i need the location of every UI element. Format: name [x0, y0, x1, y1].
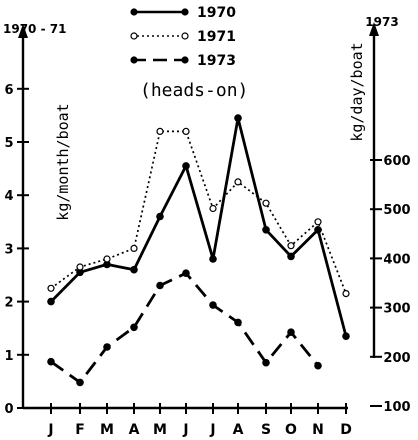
- point-1970-7: [234, 114, 242, 122]
- right-axis: 100 200 300 400 500 600: [369, 22, 411, 415]
- right-axis-label: kg/day/boat: [348, 42, 366, 141]
- right-axis-header: 1973: [365, 15, 398, 29]
- series-1970: [47, 114, 350, 341]
- left-tick-label-1: 1: [4, 349, 13, 364]
- point-1970-2: [103, 260, 111, 269]
- point-1970-0: [47, 297, 55, 306]
- legend-item-1973: 1973: [130, 53, 236, 69]
- point-1971-2: [103, 255, 111, 263]
- x-tick-label-8: S: [261, 422, 271, 438]
- point-1973-8: [262, 358, 270, 367]
- left-tick-label-4: 4: [4, 189, 13, 204]
- point-1971-6: [209, 204, 217, 213]
- right-tick-label-100: 100: [383, 400, 410, 415]
- point-1973-3: [130, 323, 138, 332]
- x-tick-label-5: J: [182, 422, 188, 438]
- point-1970-3: [130, 265, 138, 274]
- point-1970-1: [76, 268, 84, 277]
- legend-item-1971: 1971: [130, 29, 236, 45]
- point-1971-4: [156, 127, 164, 135]
- left-tick-label-6: 6: [4, 83, 13, 98]
- legend-label-1973: 1973: [197, 53, 236, 69]
- legend-label-1971: 1971: [197, 29, 236, 45]
- left-tick-label-5: 5: [4, 136, 13, 151]
- right-tick-label-400: 400: [383, 252, 410, 267]
- series-1973: [47, 269, 322, 387]
- point-1973-7: [234, 318, 242, 327]
- point-1971-8: [262, 199, 270, 207]
- right-tick-label-300: 300: [383, 302, 410, 317]
- point-1970-4: [156, 212, 164, 221]
- x-tick-label-4: M: [153, 422, 167, 438]
- left-axis: 0 1 2 3 4 5 6: [4, 24, 29, 417]
- point-1973-0: [47, 357, 55, 366]
- x-tick-label-7: A: [233, 422, 244, 438]
- point-1971-10: [314, 218, 322, 226]
- point-1973-6: [209, 301, 217, 309]
- x-tick-label-11: D: [340, 422, 352, 438]
- legend-label-1970: 1970: [197, 5, 236, 21]
- point-1970-10: [314, 226, 322, 234]
- point-1971-3: [130, 244, 138, 252]
- series-line-1970: [50, 116, 348, 337]
- point-1970-5: [182, 162, 190, 170]
- point-1973-4: [156, 281, 164, 290]
- point-1971-9: [287, 242, 295, 250]
- point-1971-7: [234, 178, 242, 186]
- chart-title: (heads-on): [140, 80, 248, 101]
- left-tick-label-2: 2: [4, 296, 13, 311]
- x-tick-label-0: J: [47, 422, 53, 438]
- plot-area: [47, 114, 350, 387]
- x-tick-label-3: A: [129, 422, 140, 438]
- left-tick-label-0: 0: [4, 402, 13, 417]
- point-1973-2: [103, 343, 111, 351]
- series-line-1973: [50, 271, 320, 384]
- point-1973-5: [182, 269, 190, 278]
- point-1970-8: [262, 226, 270, 234]
- x-tick-label-10: N: [312, 422, 324, 438]
- legend-item-1970: 1970: [130, 5, 236, 21]
- legend: 1970 1971 1973: [130, 5, 236, 69]
- right-tick-label-500: 500: [383, 203, 410, 218]
- point-1970-11: [342, 332, 350, 341]
- series-1971: [47, 127, 350, 298]
- left-tick-label-3: 3: [4, 242, 13, 257]
- x-tick-label-1: F: [75, 422, 85, 438]
- x-tick-label-9: O: [285, 422, 297, 438]
- point-1973-10: [314, 361, 322, 370]
- point-1971-5: [182, 127, 190, 135]
- x-tick-label-6: J: [209, 422, 215, 438]
- point-1970-9: [287, 252, 295, 261]
- point-1970-6: [209, 255, 217, 263]
- right-tick-label-600: 600: [383, 154, 410, 169]
- right-tick-label-200: 200: [383, 351, 410, 366]
- left-axis-label: kg/month/boat: [54, 103, 72, 220]
- x-tick-label-2: M: [100, 422, 114, 438]
- point-1973-9: [287, 328, 295, 337]
- left-axis-header: 1970 - 71: [3, 22, 66, 36]
- point-1971-1: [76, 263, 84, 271]
- point-1973-1: [76, 378, 84, 387]
- point-1971-11: [342, 290, 350, 298]
- point-1971-0: [47, 284, 55, 292]
